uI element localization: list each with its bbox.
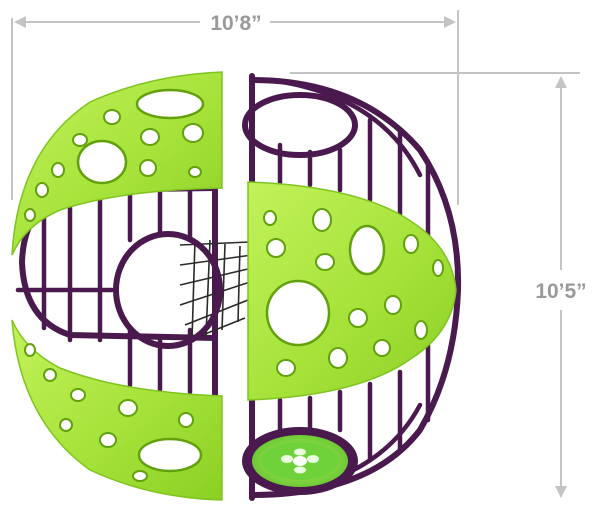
right-frame <box>242 73 462 501</box>
width-dimension: 10’8” <box>11 10 459 205</box>
left-top-panel <box>11 71 223 256</box>
left-arrow-icon <box>14 16 26 28</box>
left-bottom-panel <box>11 319 223 501</box>
height-dimension: 10’5” <box>290 72 587 498</box>
height-label: 10’5” <box>535 280 586 303</box>
up-arrow-icon <box>555 76 567 88</box>
right-center-panel <box>247 181 457 401</box>
bottom-step-pad <box>242 427 358 495</box>
right-arrow-icon <box>444 16 456 28</box>
width-label: 10’8” <box>210 12 261 35</box>
portal-ring <box>113 231 223 349</box>
down-arrow-icon <box>555 486 567 498</box>
top-ring <box>242 92 358 158</box>
